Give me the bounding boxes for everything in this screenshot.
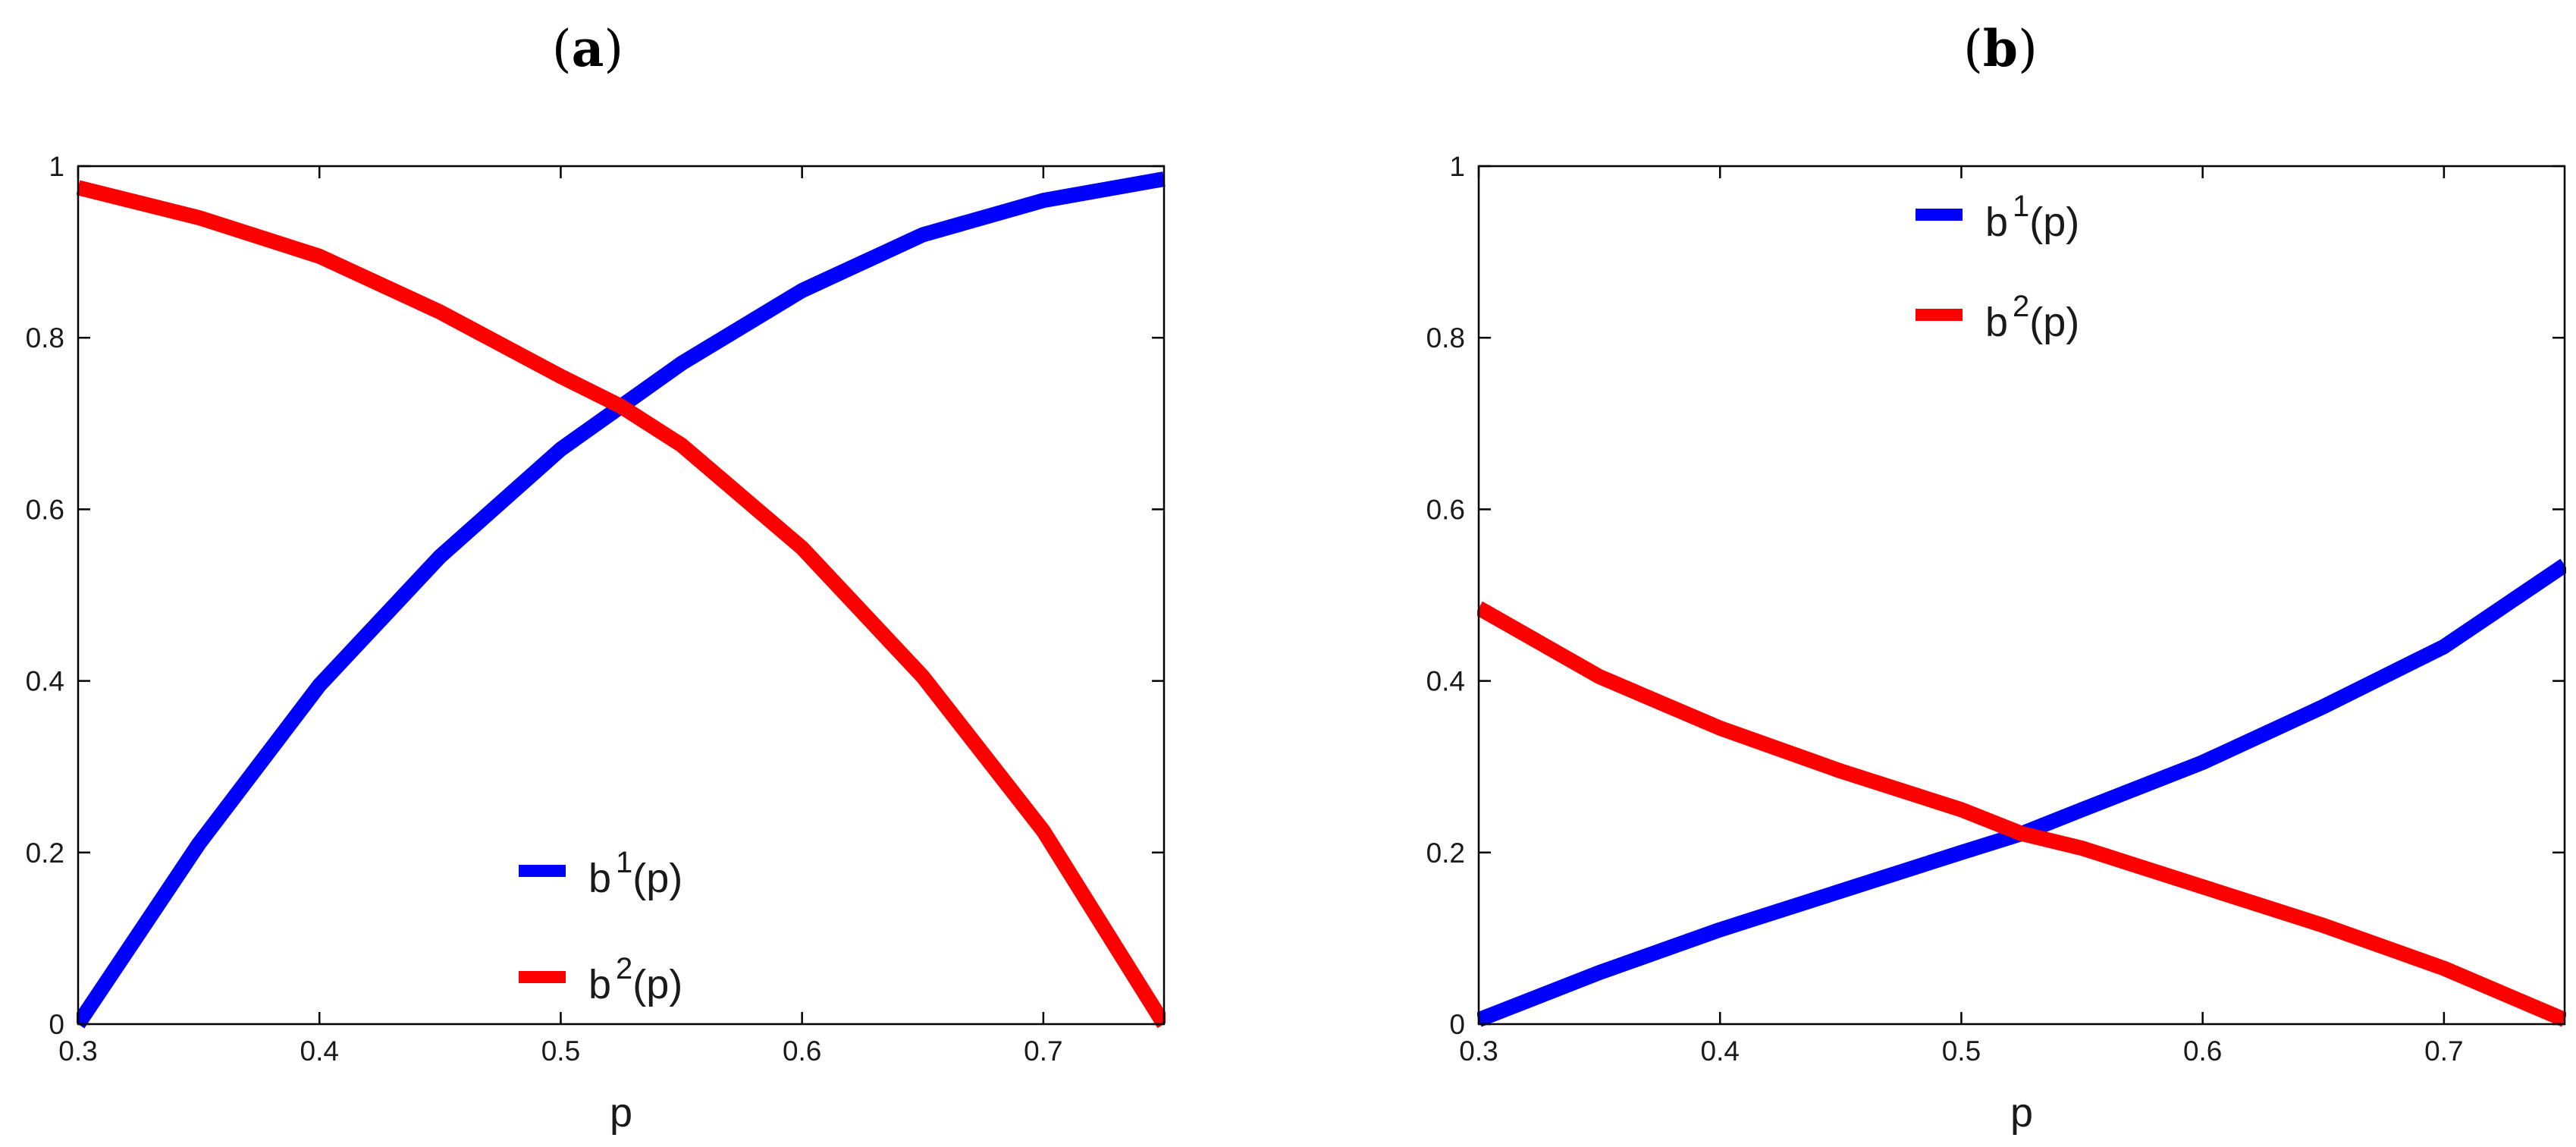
x-tick-label: 0.6 — [2183, 1035, 2222, 1067]
y-tick-label: 0.8 — [1426, 322, 1465, 354]
axes-frame — [77, 165, 1166, 1026]
x-tick-label: 0.5 — [541, 1035, 580, 1067]
x-axis-label: p — [610, 1090, 632, 1136]
legend-label-b1: b 1(p) — [1985, 190, 2079, 245]
series-line-b2 — [77, 180, 1166, 1029]
panel-title: (b) — [1963, 19, 2038, 78]
y-tick-label: 1 — [49, 151, 64, 182]
panel-title: (a) — [552, 19, 623, 78]
chart-panel-a: (a) 0.3 0.4 0.5 0.6 0.7 0 0.2 0.4 0.6 0.8 1 p b 1(p) b 2… — [26, 19, 1166, 1136]
x-tick-label: 0.3 — [1459, 1035, 1498, 1067]
legend: b 1(p) b 2(p) — [1916, 190, 2079, 345]
y-tick-label: 0.2 — [26, 837, 64, 869]
legend-label-b1: b 1(p) — [588, 846, 682, 901]
x-tick-label: 0.4 — [1701, 1035, 1740, 1067]
legend-label-b2: b 2(p) — [1985, 290, 2079, 345]
y-tick-label: 0.4 — [1426, 666, 1465, 697]
series-line-b2 — [1477, 601, 2566, 1027]
legend: b 1(p) b 2(p) — [519, 846, 682, 1007]
y-tick-label: 0 — [1449, 1009, 1465, 1040]
x-tick-label: 0.3 — [58, 1035, 97, 1067]
y-tick-label: 1 — [1449, 151, 1465, 182]
y-tick-label: 0 — [49, 1009, 64, 1040]
x-tick-label: 0.6 — [783, 1035, 821, 1067]
y-tick-label: 0.4 — [26, 666, 64, 697]
axes-frame — [1477, 165, 2566, 1026]
chart-panel-b: (b) 0.3 0.4 0.5 0.6 0.7 0 0.2 0.4 0.6 0.8 1 p b 1(p) b 2… — [1426, 19, 2566, 1136]
y-tick-label: 0.6 — [1426, 494, 1465, 525]
x-tick-label: 0.7 — [1024, 1035, 1062, 1067]
y-tick-label: 0.2 — [1426, 837, 1465, 869]
legend-label-b2: b 2(p) — [588, 952, 682, 1007]
x-axis-label: p — [2010, 1090, 2033, 1136]
x-tick-label: 0.7 — [2424, 1035, 2463, 1067]
y-tick-label: 0.6 — [26, 494, 64, 525]
y-tick-label: 0.8 — [26, 322, 64, 354]
series-line-b1 — [77, 171, 1166, 1029]
x-tick-label: 0.4 — [300, 1035, 339, 1067]
x-tick-label: 0.5 — [1942, 1035, 1981, 1067]
